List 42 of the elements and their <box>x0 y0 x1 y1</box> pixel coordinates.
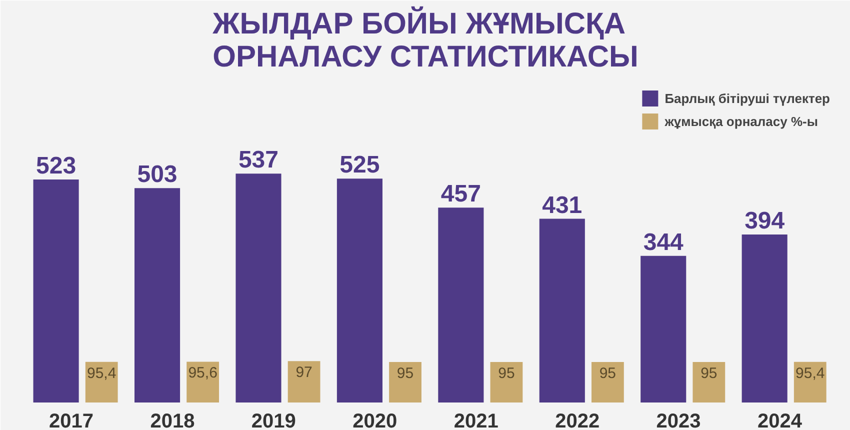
x-tick-label: 2024 <box>758 410 803 430</box>
bar <box>288 361 320 402</box>
bar <box>134 188 180 402</box>
x-tick-label: 2017 <box>48 410 94 430</box>
data-label: 394 <box>744 208 786 235</box>
bar <box>539 218 585 402</box>
data-label: 95,4 <box>87 364 116 382</box>
data-label: 431 <box>542 192 582 219</box>
legend-label: жұмысқа орналасу %-ы <box>664 114 818 128</box>
bar <box>33 180 79 402</box>
legend-label: Барлық бітіруші түлектер <box>664 90 830 106</box>
bar <box>85 362 118 402</box>
data-label: 95 <box>396 365 414 382</box>
data-label: 537 <box>238 146 279 174</box>
data-label: 95,4 <box>796 364 825 382</box>
data-label: 95 <box>599 365 616 382</box>
chart-title: ЖЫЛДАР БОЙЫ ЖҰМЫСҚА ОРНАЛАСУ СТАТИСТИКАСЫ <box>212 6 638 74</box>
data-label: 95 <box>700 365 718 382</box>
x-tick-label: 2023 <box>656 410 701 430</box>
data-label: 457 <box>440 180 481 208</box>
x-tick-label: 2020 <box>352 410 398 430</box>
bar <box>336 178 382 402</box>
data-label: 503 <box>137 161 178 188</box>
bar <box>692 362 726 402</box>
data-label: 97 <box>296 364 312 382</box>
bar <box>236 174 282 402</box>
bar <box>640 256 686 402</box>
bar <box>742 234 788 402</box>
bar <box>389 362 422 402</box>
bar <box>490 362 523 402</box>
x-tick-label: 2019 <box>251 410 296 430</box>
bar <box>438 208 484 402</box>
data-label: 525 <box>340 152 380 179</box>
data-label: 95,6 <box>188 364 218 382</box>
data-label: 523 <box>36 152 76 180</box>
bar <box>592 362 624 402</box>
x-tick-label: 2018 <box>150 410 195 430</box>
data-label: 344 <box>643 228 684 256</box>
data-label: 95 <box>498 365 515 382</box>
bar <box>186 362 220 402</box>
x-tick-label: 2021 <box>454 410 498 430</box>
x-tick-label: 2022 <box>555 410 600 430</box>
